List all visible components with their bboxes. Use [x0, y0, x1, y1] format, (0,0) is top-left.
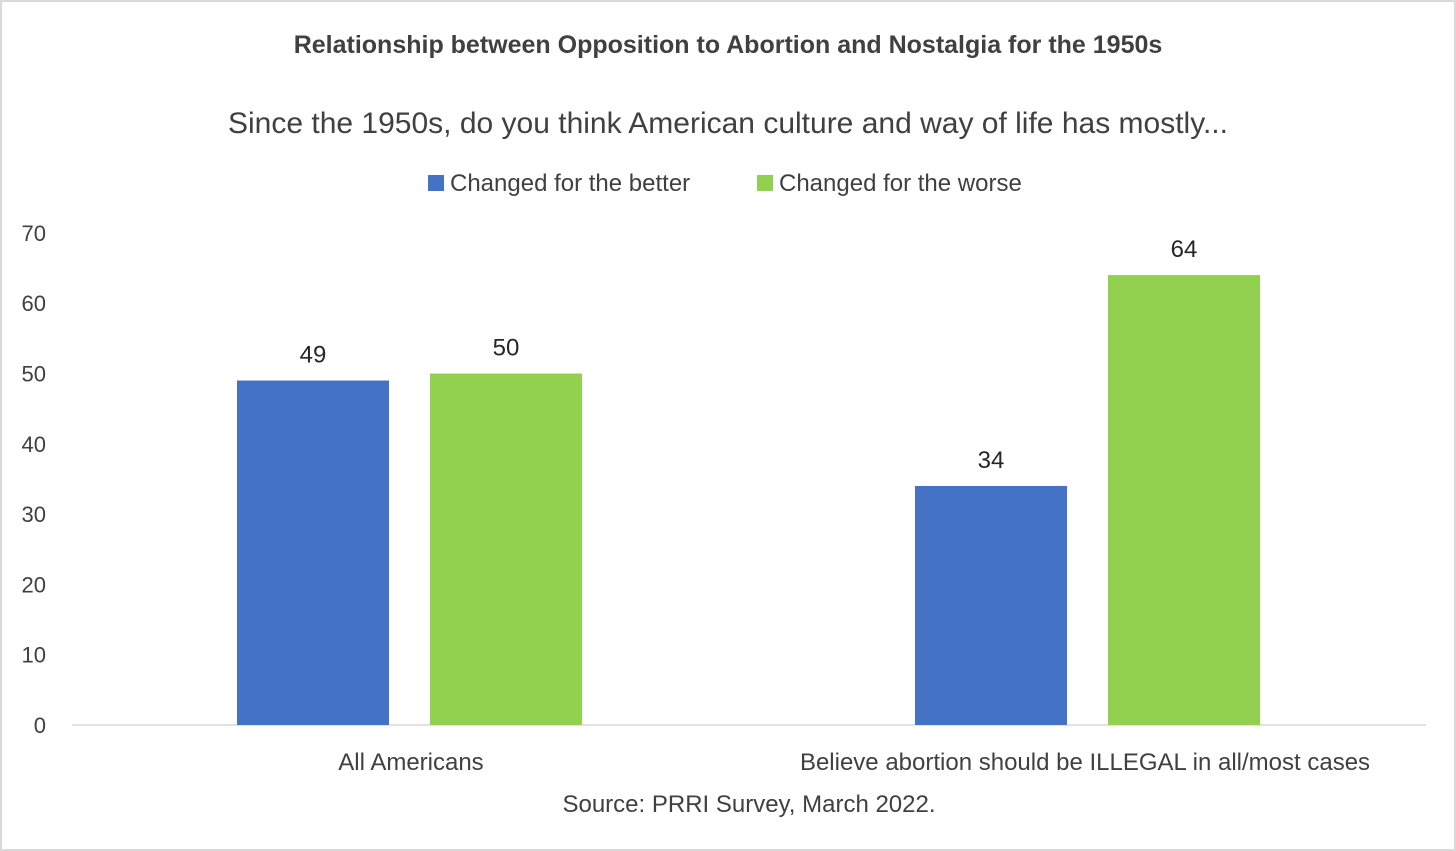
legend-swatch-better: [428, 175, 444, 191]
chart-title: Relationship between Opposition to Abort…: [294, 31, 1163, 59]
legend-swatch-worse: [757, 175, 773, 191]
bar: [237, 380, 389, 725]
y-tick-label: 70: [22, 221, 46, 246]
data-label: 50: [493, 335, 520, 362]
y-tick-label: 10: [22, 643, 46, 668]
legend-label-better: Changed for the better: [450, 170, 690, 197]
data-label: 49: [300, 342, 327, 369]
y-tick-label: 50: [22, 362, 46, 387]
bar: [915, 485, 1067, 725]
y-tick-label: 30: [22, 502, 46, 527]
data-label: 34: [978, 447, 1005, 474]
legend: Changed for the better Changed for the w…: [428, 170, 1022, 197]
bars: [237, 275, 1260, 725]
data-label: 64: [1171, 236, 1198, 263]
y-tick-label: 60: [22, 291, 46, 316]
chart-subtitle: Since the 1950s, do you think American c…: [228, 107, 1228, 140]
y-tick-label: 20: [22, 572, 46, 597]
data-labels: 49 34 50 64: [300, 236, 1198, 474]
y-tick-label: 40: [22, 432, 46, 457]
bar: [430, 373, 582, 725]
source-note: Source: PRRI Survey, March 2022.: [562, 791, 935, 818]
legend-label-worse: Changed for the worse: [779, 170, 1022, 197]
y-tick-label: 0: [34, 713, 46, 738]
bar: [1108, 275, 1260, 725]
category-label-all-americans: All Americans: [338, 749, 483, 776]
category-label-abortion-illegal: Believe abortion should be ILLEGAL in al…: [800, 749, 1370, 776]
y-axis: 0 10 20 30 40 50 60 70: [22, 221, 46, 738]
